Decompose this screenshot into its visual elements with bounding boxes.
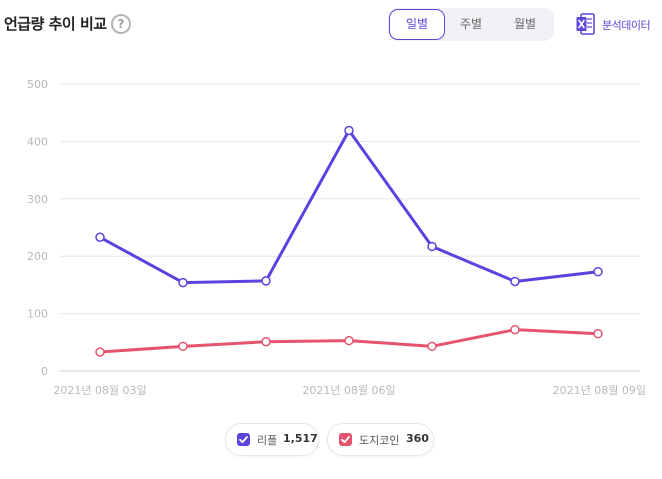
period-toggle: 일별 주별 월별 [388,8,554,41]
x-tick-label: 2021년 08월 09일 [553,383,646,397]
check-icon [341,436,350,444]
legend-item-dogecoin[interactable]: 도지코인 360 [327,423,434,456]
export-data-button[interactable]: 분석데이터 [576,12,662,36]
y-tick-label: 100 [27,308,48,321]
check-icon [239,436,248,444]
chart-header: 언급량 추이 비교 ? 일별 주별 월별 분석데이터 [0,0,662,50]
y-tick-label: 500 [27,78,48,91]
x-tick-label: 2021년 08월 06일 [302,383,395,397]
legend-item-ripple[interactable]: 리플 1,517 [225,423,319,456]
x-tick-label: 2021년 08월 03일 [53,383,146,397]
legend-checkbox[interactable] [339,433,352,446]
legend-series-name: 리플 [257,434,278,447]
line-chart: 0 100 200 300 400 500 2021년 08월 03일 2021년 08월 0… [27,78,646,397]
data-point [95,232,105,243]
help-icon[interactable]: ? [111,14,131,34]
data-point [178,277,188,288]
data-point [427,241,437,252]
tab-weekly[interactable]: 주별 [459,17,483,31]
data-point [261,276,271,286]
data-point [510,324,520,335]
series-line [98,128,600,285]
data-point [95,347,105,357]
y-tick-label: 400 [27,135,48,148]
data-point [261,336,271,347]
tab-monthly[interactable]: 월별 [513,17,537,31]
data-point [593,328,603,339]
data-point [178,341,188,352]
chart-title: 언급량 추이 비교 [4,15,107,33]
y-tick-label: 0 [41,365,48,378]
excel-icon [576,13,595,35]
legend-series-total: 360 [406,432,429,445]
legend-series-total: 1,517 [283,432,318,445]
export-data-label: 분석데이터 [602,19,651,32]
data-point [344,335,354,346]
data-point [510,276,520,287]
legend-checkbox[interactable] [237,433,250,446]
data-point [593,266,603,277]
data-point [427,341,437,352]
legend-series-name: 도지코인 [359,434,400,447]
y-tick-label: 200 [27,250,48,263]
y-tick-label: 300 [27,193,48,206]
tab-daily[interactable]: 일별 [389,9,445,40]
data-point [344,125,354,136]
